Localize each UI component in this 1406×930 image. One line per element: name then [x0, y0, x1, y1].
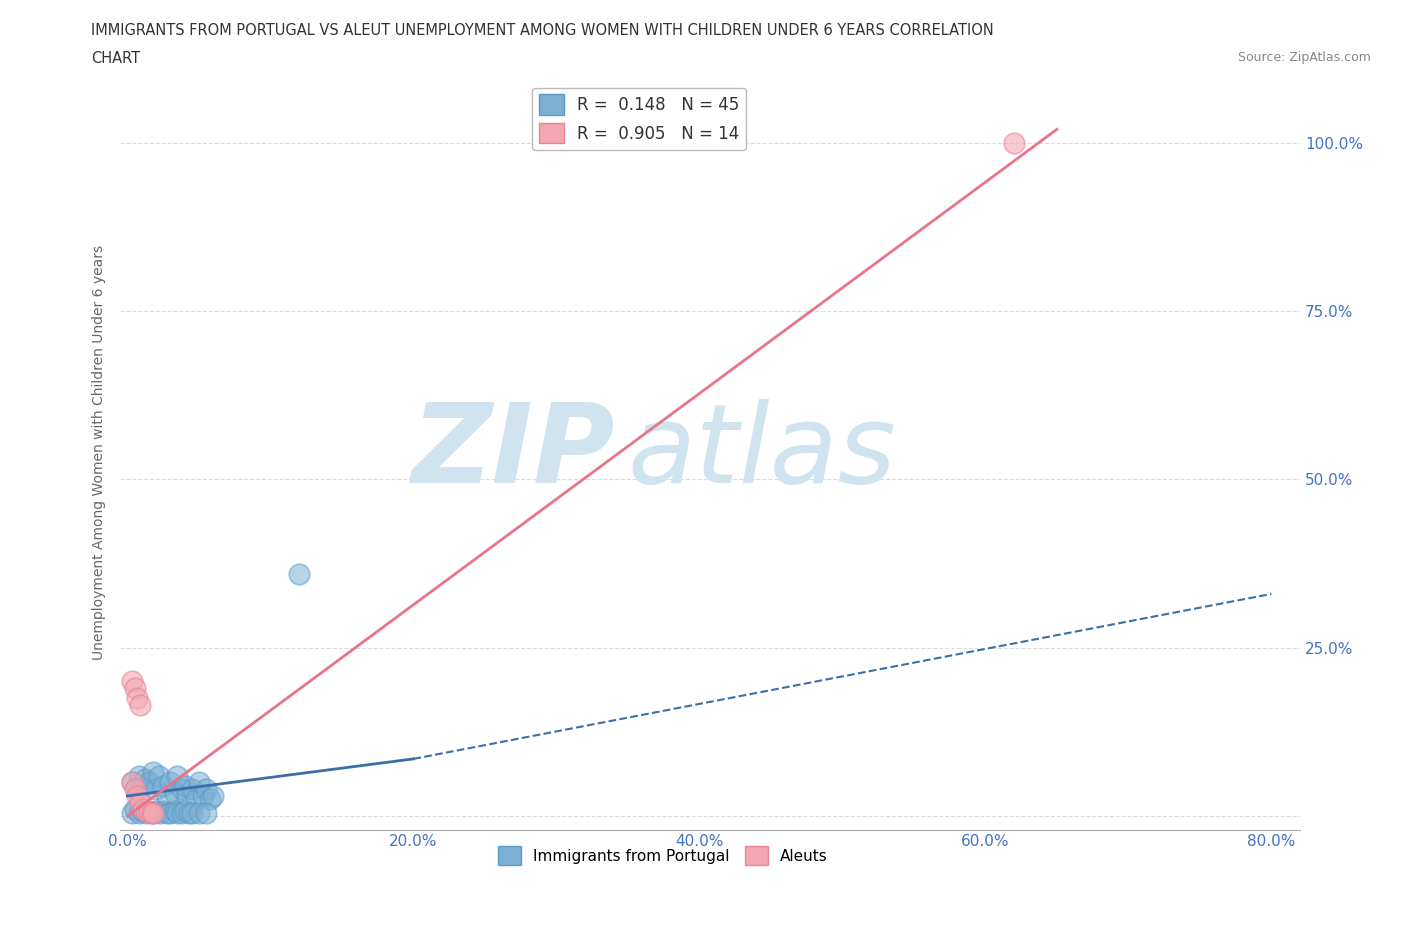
- Point: [132, 802, 155, 817]
- Point: [121, 775, 143, 790]
- Point: [124, 782, 146, 797]
- Point: [200, 791, 222, 806]
- Point: [187, 805, 209, 820]
- Point: [142, 805, 165, 820]
- Point: [134, 772, 156, 787]
- Point: [129, 795, 152, 810]
- Point: [288, 566, 311, 581]
- Point: [141, 805, 163, 820]
- Point: [145, 804, 167, 818]
- Point: [184, 791, 207, 806]
- Point: [138, 775, 160, 790]
- Point: [180, 782, 202, 797]
- Point: [156, 789, 179, 804]
- Text: IMMIGRANTS FROM PORTUGAL VS ALEUT UNEMPLOYMENT AMONG WOMEN WITH CHILDREN UNDER 6: IMMIGRANTS FROM PORTUGAL VS ALEUT UNEMPL…: [91, 23, 994, 38]
- Point: [121, 775, 143, 790]
- Point: [159, 805, 181, 820]
- Point: [1002, 136, 1025, 151]
- Point: [163, 785, 186, 800]
- Point: [173, 804, 195, 818]
- Point: [124, 681, 146, 696]
- Point: [195, 782, 218, 797]
- Point: [129, 698, 152, 712]
- Point: [124, 802, 146, 817]
- Point: [152, 804, 174, 818]
- Point: [163, 804, 186, 818]
- Point: [128, 805, 150, 820]
- Point: [177, 805, 200, 820]
- Point: [138, 804, 160, 819]
- Text: ZIP: ZIP: [412, 399, 616, 506]
- Text: atlas: atlas: [627, 399, 896, 506]
- Point: [131, 778, 153, 793]
- Text: Source: ZipAtlas.com: Source: ZipAtlas.com: [1237, 51, 1371, 64]
- Point: [149, 805, 172, 820]
- Point: [127, 691, 149, 706]
- Point: [121, 805, 143, 820]
- Point: [121, 674, 143, 689]
- Legend: Immigrants from Portugal, Aleuts: Immigrants from Portugal, Aleuts: [492, 840, 834, 871]
- Text: CHART: CHART: [91, 51, 141, 66]
- Point: [166, 805, 188, 820]
- Point: [156, 805, 179, 820]
- Point: [135, 805, 157, 820]
- Point: [142, 805, 165, 820]
- Point: [170, 782, 193, 797]
- Point: [127, 789, 149, 804]
- Point: [202, 789, 225, 804]
- Point: [180, 805, 202, 820]
- Point: [166, 768, 188, 783]
- Point: [138, 804, 160, 818]
- Point: [142, 764, 165, 779]
- Point: [125, 782, 148, 797]
- Point: [148, 768, 170, 783]
- Point: [145, 782, 167, 797]
- Point: [131, 804, 153, 818]
- Y-axis label: Unemployment Among Women with Children Under 6 years: Unemployment Among Women with Children U…: [93, 245, 107, 660]
- Point: [135, 804, 157, 818]
- Point: [152, 778, 174, 793]
- Point: [191, 789, 214, 804]
- Point: [159, 775, 181, 790]
- Point: [170, 805, 193, 820]
- Point: [173, 778, 195, 793]
- Point: [187, 775, 209, 790]
- Point: [128, 768, 150, 783]
- Point: [195, 805, 218, 820]
- Point: [176, 789, 198, 804]
